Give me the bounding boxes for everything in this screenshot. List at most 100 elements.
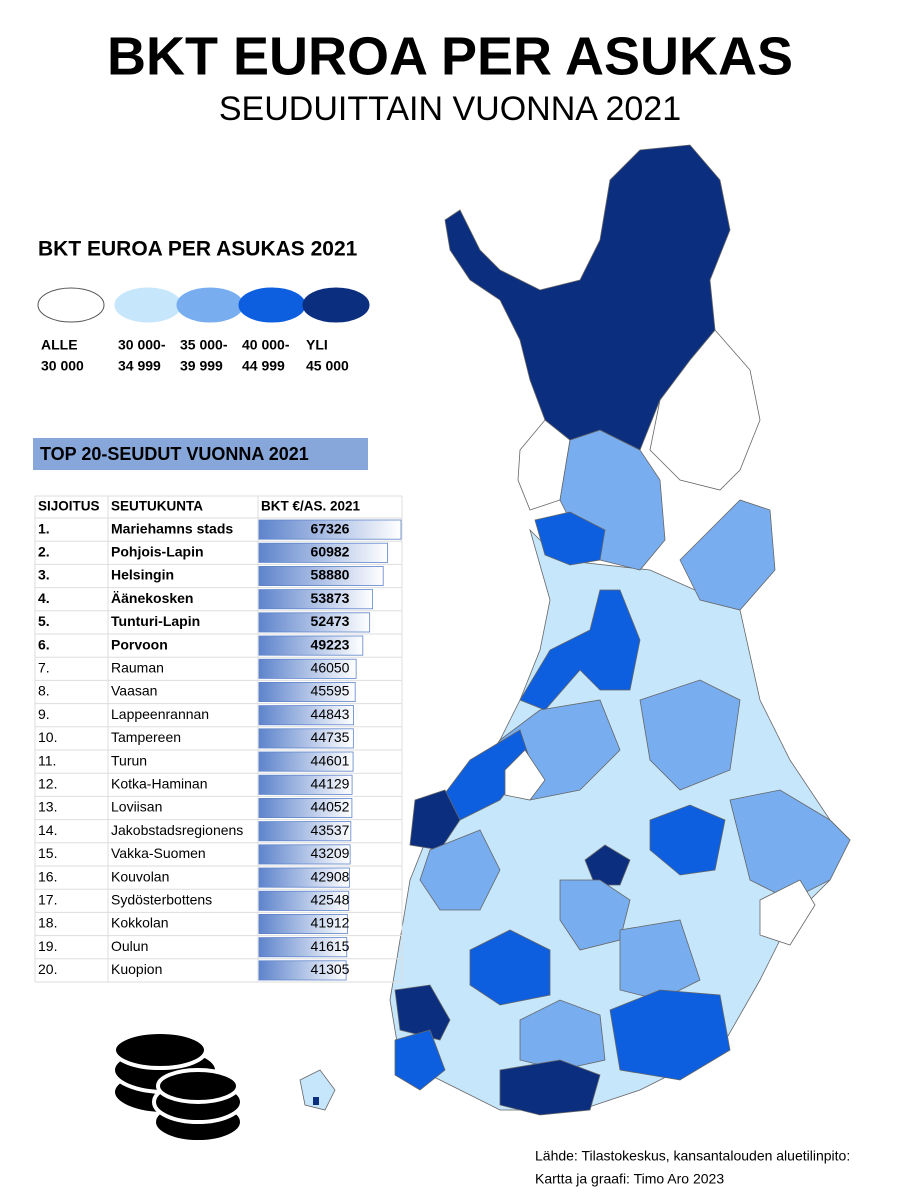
data-bar — [258, 705, 354, 726]
column-header: SEUTUKUNTA — [111, 499, 203, 514]
legend-swatch — [302, 287, 370, 323]
data-bar — [258, 566, 384, 587]
rank: 5. — [38, 613, 50, 629]
value: 41615 — [311, 938, 350, 954]
region-name: Sydösterbottens — [111, 892, 212, 908]
data-bar — [258, 728, 354, 749]
data-bar — [258, 542, 389, 563]
data-bar — [258, 774, 353, 795]
region — [499, 1059, 601, 1116]
source-line: Kartta ja graafi: Timo Aro 2023 — [535, 1171, 724, 1187]
region — [519, 589, 641, 711]
region — [394, 1029, 446, 1091]
rank: 14. — [38, 822, 57, 838]
rank: 20. — [38, 961, 57, 977]
legend-label: 40 000- — [242, 337, 290, 353]
data-bar — [258, 519, 402, 540]
source-line: Lähde: Tilastokeskus, kansantalouden alu… — [535, 1148, 850, 1164]
data-bar — [258, 821, 352, 842]
region-name: Kouvolan — [111, 868, 169, 884]
legend-swatch — [238, 287, 306, 323]
region-name: Vaasan — [111, 683, 157, 699]
rank: 13. — [38, 799, 57, 815]
data-bar — [258, 960, 347, 981]
data-bar — [258, 867, 350, 888]
region-name: Kotka-Haminan — [111, 776, 208, 792]
rank: 8. — [38, 683, 50, 699]
coins-icon — [111, 1030, 244, 1144]
value: 60982 — [311, 544, 350, 560]
region — [534, 511, 606, 566]
rank: 4. — [38, 590, 50, 606]
data-bar — [258, 635, 364, 656]
value: 44843 — [311, 706, 350, 722]
region — [759, 879, 816, 946]
region-name: Jakobstadsregionens — [111, 822, 243, 838]
rank: 1. — [38, 520, 50, 536]
rank: 9. — [38, 706, 50, 722]
value: 44129 — [311, 776, 350, 792]
rank: 10. — [38, 729, 57, 745]
region-name: Kuopion — [111, 961, 162, 977]
table-title-box — [33, 438, 368, 470]
value: 42548 — [311, 892, 350, 908]
region-name: Turun — [111, 752, 147, 768]
region — [519, 999, 606, 1071]
value: 44601 — [311, 752, 350, 768]
data-bar — [258, 682, 356, 703]
region-name: Äänekosken — [111, 590, 193, 606]
value: 53873 — [311, 590, 350, 606]
value: 44735 — [311, 729, 350, 745]
data-bar — [258, 658, 357, 679]
region — [313, 1097, 319, 1105]
value: 43537 — [311, 822, 350, 838]
value: 41305 — [311, 961, 350, 977]
legend-swatch — [176, 287, 244, 323]
region-name: Porvoon — [111, 636, 168, 652]
title: BKT EUROA PER ASUKAS — [107, 26, 793, 86]
value: 49223 — [311, 636, 350, 652]
data-bar — [258, 612, 371, 633]
rank: 12. — [38, 776, 57, 792]
rank: 19. — [38, 938, 57, 954]
rank: 2. — [38, 544, 50, 560]
legend-label: 30 000 — [41, 358, 84, 374]
data-bar — [258, 589, 374, 610]
value: 42908 — [311, 868, 350, 884]
region-name: Lappeenrannan — [111, 706, 209, 722]
region-name: Pohjois-Lapin — [111, 544, 204, 560]
table-title: TOP 20-SEUDUT VUONNA 2021 — [40, 444, 309, 464]
legend-label: 30 000- — [118, 337, 166, 353]
region — [729, 789, 851, 901]
region — [469, 929, 551, 1006]
region-name: Oulun — [111, 938, 148, 954]
value: 44052 — [311, 799, 350, 815]
legend-label: YLI — [306, 337, 328, 353]
region — [394, 984, 451, 1041]
value: 46050 — [311, 660, 350, 676]
region-name: Rauman — [111, 660, 164, 676]
region — [504, 749, 546, 801]
value: 67326 — [311, 520, 350, 536]
data-bar — [258, 914, 348, 935]
region-name: Kokkolan — [111, 915, 169, 931]
rank: 16. — [38, 868, 57, 884]
rank: 15. — [38, 845, 57, 861]
legend-label: 44 999 — [242, 358, 285, 374]
map — [299, 144, 851, 1116]
value: 41912 — [311, 915, 350, 931]
data-bar — [258, 751, 354, 772]
table: SIJOITUS SEUTUKUNTA BKT €/AS. 2021 1. Marieh… — [34, 495, 403, 983]
value: 58880 — [311, 567, 350, 583]
region — [649, 804, 726, 876]
data-bar — [258, 844, 351, 865]
legend-title: BKT EUROA PER ASUKAS 2021 — [38, 238, 358, 261]
region — [419, 829, 501, 911]
region — [679, 499, 776, 611]
region-name: Mariehamns stads — [111, 520, 233, 536]
legend: ALLE 30 000 30 000- 34 999 35 000- 39 999 40 0… — [37, 287, 370, 374]
region — [409, 789, 461, 851]
legend-swatch — [114, 287, 182, 323]
region-name: Vakka-Suomen — [111, 845, 206, 861]
